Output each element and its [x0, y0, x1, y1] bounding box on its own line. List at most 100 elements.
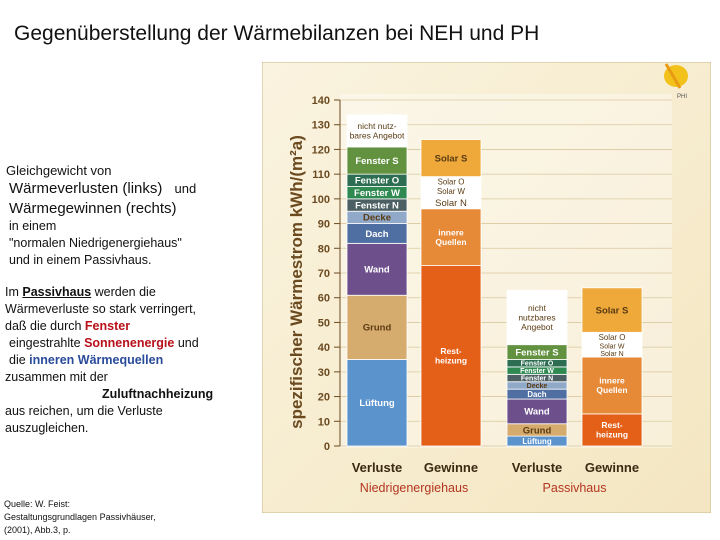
y-tick-label: 60 — [318, 293, 330, 305]
segment-label: bares Angebot — [350, 131, 405, 141]
bar-segment — [506, 398, 568, 425]
logo-text: PHI — [677, 94, 687, 100]
segment-label: Fenster W — [520, 368, 554, 375]
intro-heading-line: Wärmeverlusten (links) und — [9, 180, 196, 197]
x-group-label: Niedrigenergiehaus — [360, 481, 468, 495]
segment-label: Rest- — [440, 346, 461, 356]
segment-label: Decke — [527, 383, 548, 390]
y-tick-label: 30 — [318, 367, 330, 379]
segment-label: innere — [599, 376, 625, 386]
bar-segment — [581, 356, 643, 415]
segment-label: Fenster O — [355, 176, 399, 187]
segment-label: Lüftung — [522, 437, 551, 446]
bar-segment — [420, 208, 482, 266]
segment-label: nutzbares — [518, 312, 555, 322]
segment-label: nicht nutz- — [357, 121, 396, 131]
axis-layer: 0 10 20 30 40 50 60 70 80 90 100 110 120 130 140 — [312, 95, 341, 453]
bar-segment — [581, 287, 643, 333]
y-tick-label: 100 — [312, 194, 330, 206]
logo: PHI — [664, 63, 688, 100]
y-tick-label: 40 — [318, 342, 330, 354]
y-tick-label: 110 — [312, 169, 330, 181]
y-tick-label: 20 — [318, 392, 330, 404]
y-axis-label: spezifischer Wärmestrom kWh/(m²a) — [287, 135, 306, 429]
x-category-label: Verluste — [352, 460, 403, 475]
segment-label: Solar W — [437, 187, 466, 196]
source-text: (2001), Abb.3, p. — [4, 525, 71, 535]
segment-label: Solar S — [596, 305, 629, 316]
segment-label: Solar W — [600, 343, 625, 350]
segment-label: heizung — [596, 430, 628, 440]
segment-label: Fenster N — [521, 375, 553, 382]
heat-balance-chart: Lüftung Grund Wand Dach Decke Fenster N Fenste… — [261, 61, 712, 514]
bar-segment — [346, 294, 408, 360]
y-tick-label: 90 — [318, 219, 330, 231]
segment-label: Grund — [363, 323, 392, 334]
intro-text: und in einem Passivhaus. — [9, 253, 152, 267]
segment-label: Lüftung — [359, 398, 395, 409]
bar-segment — [346, 242, 408, 296]
segment-label: nicht — [528, 303, 547, 313]
x-group-label: Passivhaus — [543, 481, 607, 495]
segment-label: Solar N — [435, 198, 467, 209]
para-highlight: inneren Wärmequellen — [29, 353, 164, 367]
bar-segment — [420, 139, 482, 178]
intro-line: Gleichgewicht von — [6, 163, 112, 178]
para-text: aus reichen, um die Verluste — [5, 404, 163, 418]
para-text: eingestrahlte — [9, 336, 85, 350]
page-title: Gegenüberstellung der Wärmebilanzen bei … — [14, 22, 540, 45]
intro-text: in einem — [9, 219, 57, 233]
para-text: daß die durch — [5, 319, 85, 333]
y-tick-label: 50 — [318, 317, 330, 329]
para-text: Wärmeverluste so stark verringert, — [5, 302, 197, 316]
y-tick-label: 70 — [318, 268, 330, 280]
bar-segment — [346, 146, 408, 175]
intro-heading-line: Wärmegewinnen (rechts) — [9, 200, 177, 217]
x-category-label: Gewinne — [424, 460, 478, 475]
source-citation: Quelle: W. Feist: Gestaltungsgrundlagen … — [4, 498, 156, 537]
para-text: auszugleichen. — [5, 421, 89, 435]
x-category-label: Verluste — [512, 460, 563, 475]
para-highlight: Passivhaus — [22, 285, 92, 299]
segment-label: Grund — [523, 425, 552, 436]
y-tick-label: 130 — [312, 120, 330, 132]
y-tick-label: 10 — [318, 416, 330, 428]
para-highlight: Zuluftnachheizung — [102, 387, 214, 401]
para-text: die — [9, 353, 30, 367]
para-text: und — [174, 336, 199, 350]
intro-description: in einem "normalen Niedrigenergiehaus" u… — [9, 218, 182, 269]
x-category-label: Gewinne — [585, 460, 639, 475]
segment-label: heizung — [435, 356, 467, 366]
segment-label: Quellen — [435, 237, 466, 247]
segment-label: Decke — [363, 213, 391, 224]
segment-label: Dach — [365, 229, 388, 240]
segment-label: Fenster S — [515, 347, 558, 358]
segment-label: Solar S — [435, 153, 468, 164]
segment-label: Quellen — [596, 385, 627, 395]
segment-label: Wand — [364, 265, 390, 276]
segment-label: Dach — [527, 390, 546, 399]
source-text: Gestaltungsgrundlagen Passivhäuser, — [4, 512, 156, 522]
segment-label: Rest- — [601, 420, 622, 430]
para-text: Im — [5, 285, 23, 299]
segment-label: Fenster S — [355, 156, 398, 167]
y-tick-label: 140 — [312, 95, 330, 107]
explanation-paragraph: Im Passivhaus werden die Wärmeverluste s… — [5, 284, 255, 437]
y-tick-label: 120 — [312, 144, 330, 156]
segment-label: Solar N — [600, 351, 623, 358]
segment-label: Fenster N — [355, 200, 399, 211]
bar-segment — [420, 265, 482, 447]
bar-segment — [346, 114, 408, 148]
segment-label: Fenster O — [521, 361, 554, 368]
para-highlight: Fenster — [84, 319, 131, 333]
segment-label: innere — [438, 227, 464, 237]
bar-segment — [581, 413, 643, 447]
intro-text: "normalen Niedrigenergiehaus" — [9, 236, 182, 250]
y-tick-label: 80 — [318, 243, 330, 255]
source-text: Quelle: W. Feist: — [4, 499, 71, 509]
para-text: zusammen mit der — [5, 370, 108, 384]
segment-label: Angebot — [521, 322, 553, 332]
segment-label: Wand — [524, 407, 550, 418]
